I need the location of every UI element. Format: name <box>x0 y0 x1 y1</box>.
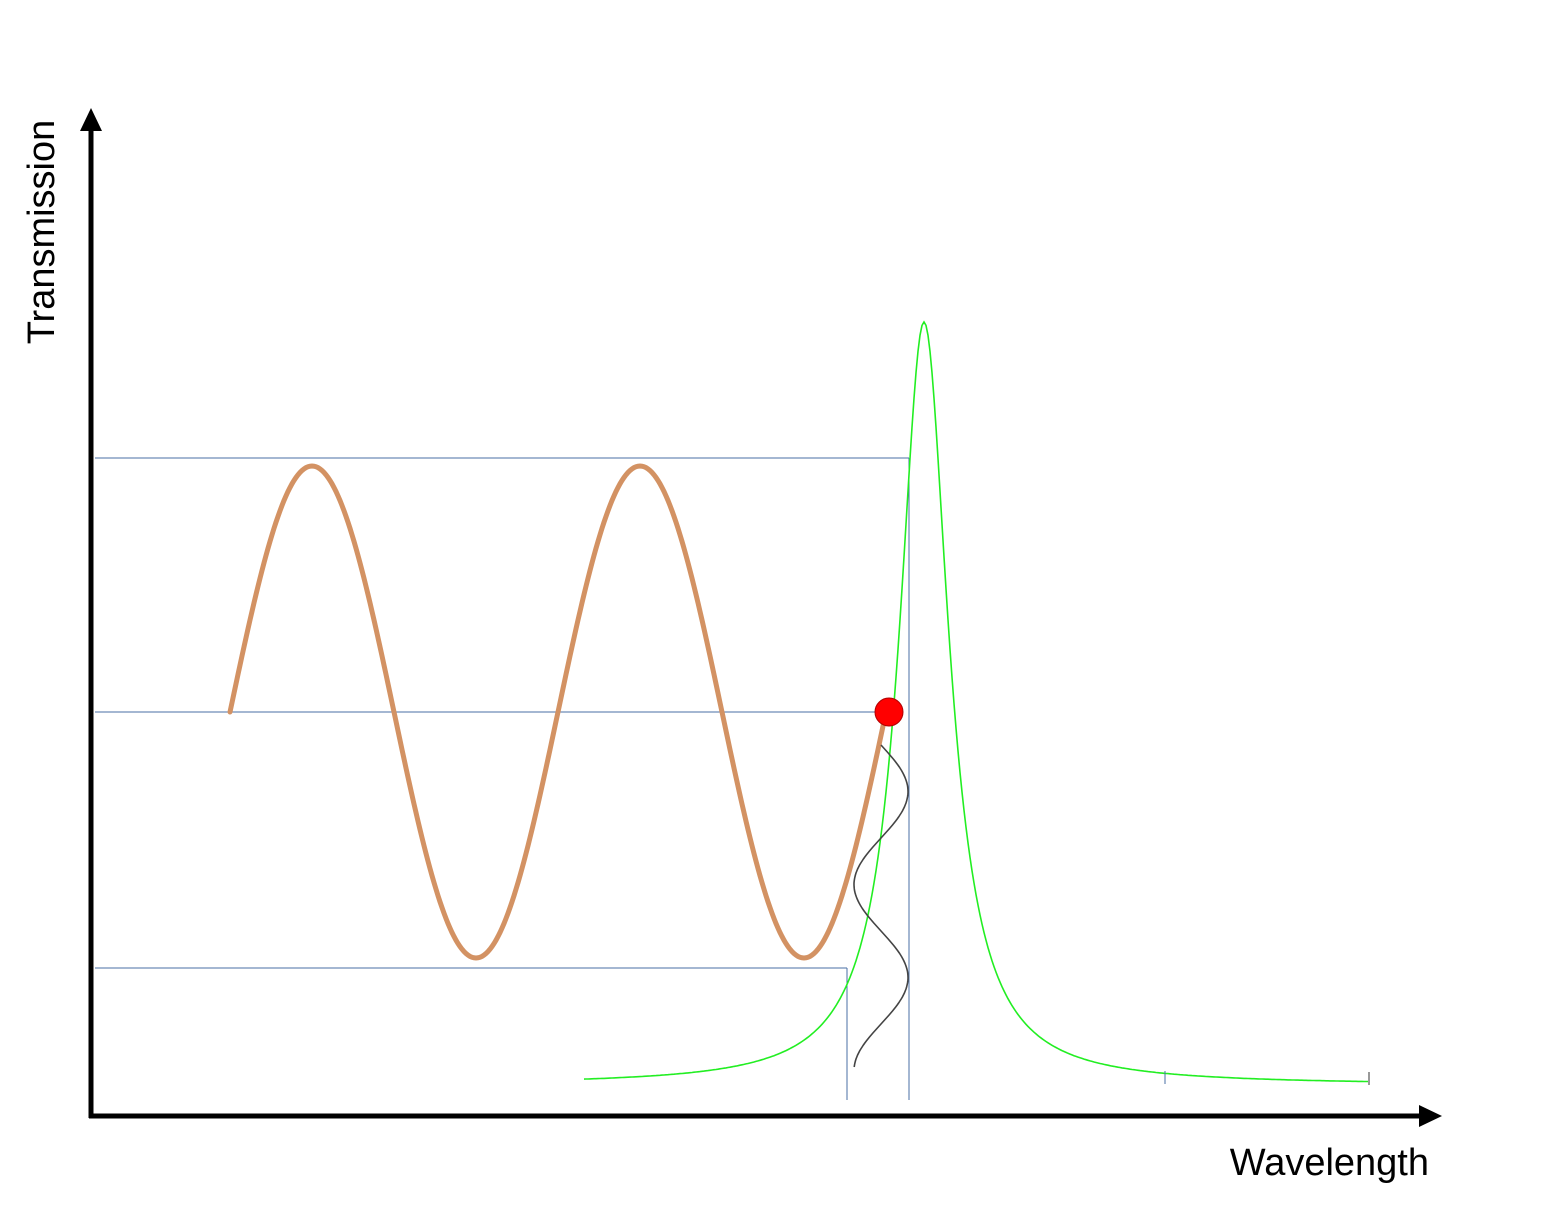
guide-lines <box>95 457 910 1100</box>
y-axis <box>80 108 102 1118</box>
x-axis <box>89 1105 1442 1127</box>
operating-point <box>874 697 904 727</box>
modulation-signal <box>853 744 909 1068</box>
y-axis-arrowhead <box>80 108 102 131</box>
resonance-peak-curve <box>583 320 1368 1083</box>
x-axis-label: Wavelength <box>1230 1142 1429 1184</box>
transmission-curve <box>227 463 887 961</box>
y-axis-label: Transmission <box>21 120 63 345</box>
x-axis-arrowhead <box>1419 1105 1442 1127</box>
